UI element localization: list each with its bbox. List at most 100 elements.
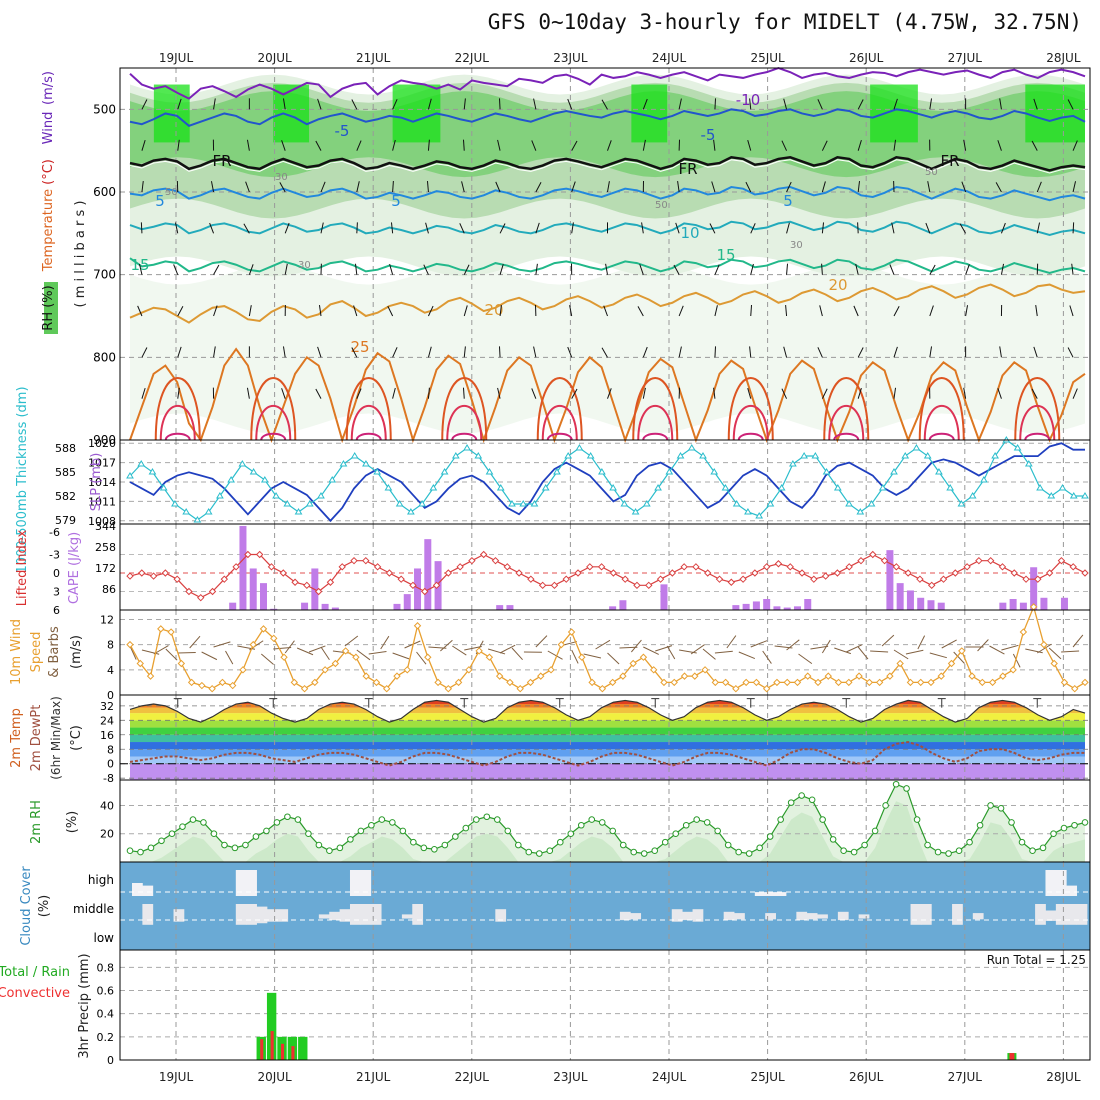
wind-barb — [817, 99, 823, 110]
10m-wind-point — [670, 678, 678, 687]
wind-barb — [605, 263, 608, 275]
isotherm-warm — [928, 432, 955, 441]
thickness-point — [890, 468, 898, 475]
lifted-index-point — [621, 575, 629, 583]
10m-wind-barb — [344, 635, 359, 647]
lifted-index-point — [479, 550, 488, 559]
middle-cloud-cell — [682, 911, 693, 921]
wind-barb — [786, 181, 792, 193]
wind-barb — [320, 222, 324, 234]
wind-barb — [571, 181, 576, 193]
precip-total-legend: Total / Rain — [0, 965, 70, 980]
wind-barb — [209, 222, 215, 234]
isotherm-warm — [732, 404, 769, 441]
high-cloud-cell — [754, 892, 766, 896]
10m-wind-point — [804, 672, 812, 680]
wind-barb — [210, 181, 215, 193]
isotherm-warm — [451, 432, 478, 441]
lifted-index-line — [129, 553, 1086, 599]
rh2m-point — [158, 837, 165, 845]
isotherm-label: 20 — [828, 276, 847, 294]
10m-wind-barb — [213, 641, 231, 648]
slp-tick-label: 1017 — [88, 457, 116, 470]
lifted-index-point — [173, 575, 181, 583]
wind-barb — [965, 264, 970, 275]
thickness-point — [519, 500, 528, 507]
rh2m-point — [221, 841, 228, 849]
rh-contour-label: 50 — [655, 200, 668, 211]
rh2m-point — [714, 827, 721, 835]
10m-wind-barb — [535, 635, 548, 648]
10m-wind-barb — [977, 639, 989, 652]
thickness-point — [429, 484, 438, 491]
wind-barb — [783, 346, 788, 358]
rh2m-point — [661, 838, 669, 846]
10m-wind-barb — [619, 646, 638, 649]
10m-wind-barb — [846, 644, 863, 653]
wind10m-panel-frame — [119, 609, 1091, 696]
isotherm-warm — [250, 377, 297, 441]
middle-cloud-cell — [401, 914, 413, 919]
middle-cloud-cell — [142, 904, 154, 925]
10m-wind-barb — [1048, 647, 1062, 660]
temp-tick-label: -8 — [103, 772, 114, 785]
10m-wind-point — [691, 672, 699, 680]
temperature-band — [130, 749, 1085, 757]
wind-barb — [284, 222, 290, 234]
thickness-point — [328, 476, 337, 483]
middle-cloud-cell — [246, 904, 257, 925]
rh2m-point — [619, 841, 627, 849]
wind-barb — [857, 181, 861, 193]
slp-tick-label: 1011 — [88, 495, 116, 508]
cape-bar — [906, 590, 914, 610]
wind-barb — [750, 223, 756, 234]
lifted-index-point — [527, 575, 535, 583]
precip-tick-label: 0.2 — [97, 1031, 115, 1044]
rh2m-point — [504, 827, 512, 835]
isotherm-warm — [546, 432, 573, 441]
wind-barb — [781, 140, 788, 151]
cape-bar — [506, 605, 514, 610]
middle-cloud-cell — [806, 913, 818, 920]
10m-wind-point — [290, 678, 299, 687]
10m-wind-barb — [452, 645, 467, 656]
wind-barb — [959, 223, 967, 234]
10m-wind-point — [146, 672, 155, 680]
rh2m-point — [189, 816, 197, 823]
wind-barb — [925, 222, 931, 234]
cape-bar — [414, 568, 422, 610]
10m-wind-point — [619, 672, 627, 680]
10m-wind-point — [598, 684, 607, 693]
isotherm-label: 25 — [350, 338, 369, 356]
rh2m-point — [745, 850, 753, 857]
10m-wind-point — [937, 672, 945, 680]
10m-wind-barb — [989, 645, 1005, 655]
rh-shading-bright — [392, 84, 441, 143]
cape-bar — [783, 607, 791, 610]
cape-bar — [619, 600, 627, 610]
middle-cloud-cell — [349, 904, 361, 925]
wind-barb — [713, 139, 716, 151]
rh2m-point — [892, 780, 900, 788]
10m-wind-barb — [1036, 643, 1052, 654]
thickness-point — [676, 452, 685, 459]
temperature-band-group — [130, 700, 1085, 780]
lifted-index-point — [668, 569, 677, 577]
thickness-point — [215, 492, 224, 499]
wind-barb — [889, 264, 895, 275]
rh2m-point — [556, 838, 564, 846]
precip-axis-label: 3hr Precip (mm) — [77, 953, 92, 1058]
wind-tick-label: 0 — [107, 689, 114, 702]
cloud-level-label: middle — [73, 902, 114, 916]
wind-barb — [607, 181, 610, 193]
rh2m-point — [777, 816, 784, 823]
cape-bar — [403, 594, 411, 610]
wind-barb — [177, 387, 180, 399]
rh2m-point — [546, 847, 554, 854]
2m-dewpoint-line — [129, 740, 1085, 767]
rh2m-point — [1081, 819, 1089, 826]
wind-barb — [427, 346, 432, 358]
rh2m-point — [305, 830, 312, 838]
middle-cloud-cell — [972, 913, 984, 920]
freezing-level-inner — [129, 159, 1086, 174]
